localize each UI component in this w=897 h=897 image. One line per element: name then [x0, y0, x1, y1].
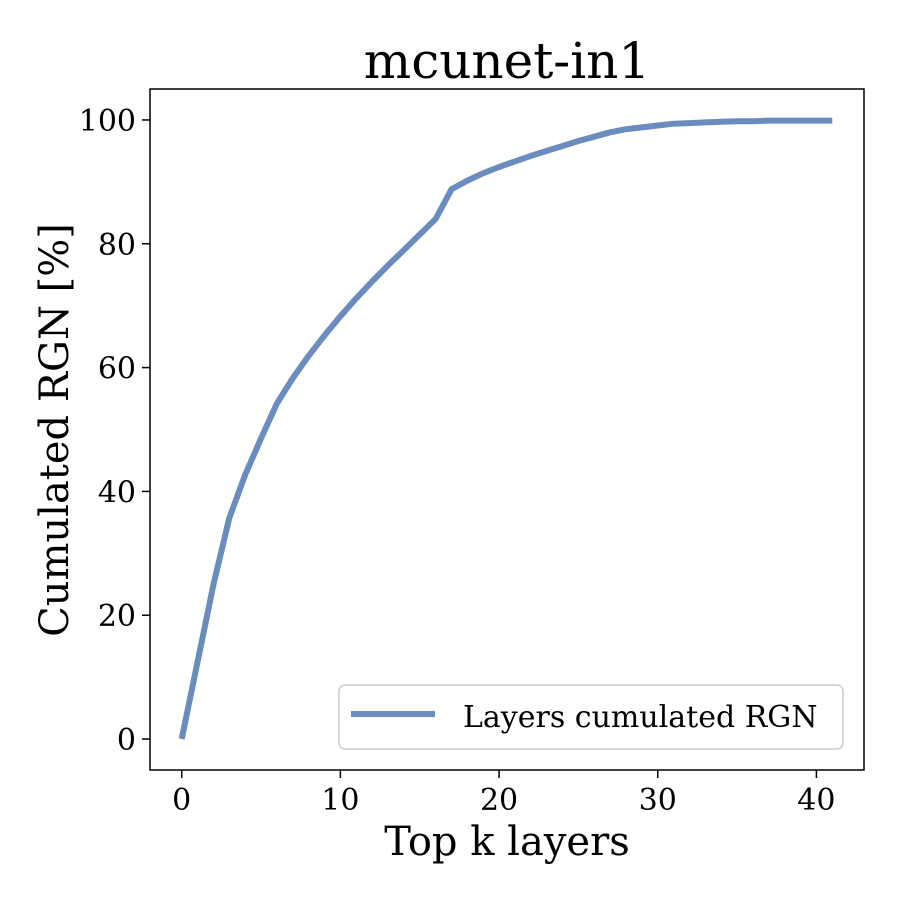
series-line-0 — [178, 117, 833, 740]
y-tick-label: 0 — [117, 723, 136, 758]
x-tick-label: 30 — [639, 783, 677, 818]
y-tick-label: 40 — [98, 475, 136, 510]
chart-title: mcunet-in1 — [364, 32, 650, 90]
legend: Layers cumulated RGN — [338, 684, 844, 750]
legend-label: Layers cumulated RGN — [463, 700, 818, 735]
y-axis: 0 20 40 60 80 100 — [79, 104, 150, 758]
x-tick-label: 20 — [480, 783, 518, 818]
y-tick-label: 20 — [98, 599, 136, 634]
plot-area — [178, 117, 833, 740]
x-tick-label: 0 — [172, 783, 191, 818]
y-tick-label: 100 — [79, 104, 136, 139]
x-tick-label: 10 — [321, 783, 359, 818]
y-tick-label: 80 — [98, 228, 136, 263]
x-tick-label: 40 — [797, 783, 835, 818]
legend-box — [338, 684, 844, 750]
x-axis-label: Top k layers — [384, 819, 630, 865]
plot-frame — [149, 88, 865, 771]
y-tick-label: 60 — [98, 352, 136, 387]
x-axis: 0 10 20 30 40 — [172, 770, 835, 818]
y-axis-label: Cumulated RGN [%] — [32, 223, 78, 637]
